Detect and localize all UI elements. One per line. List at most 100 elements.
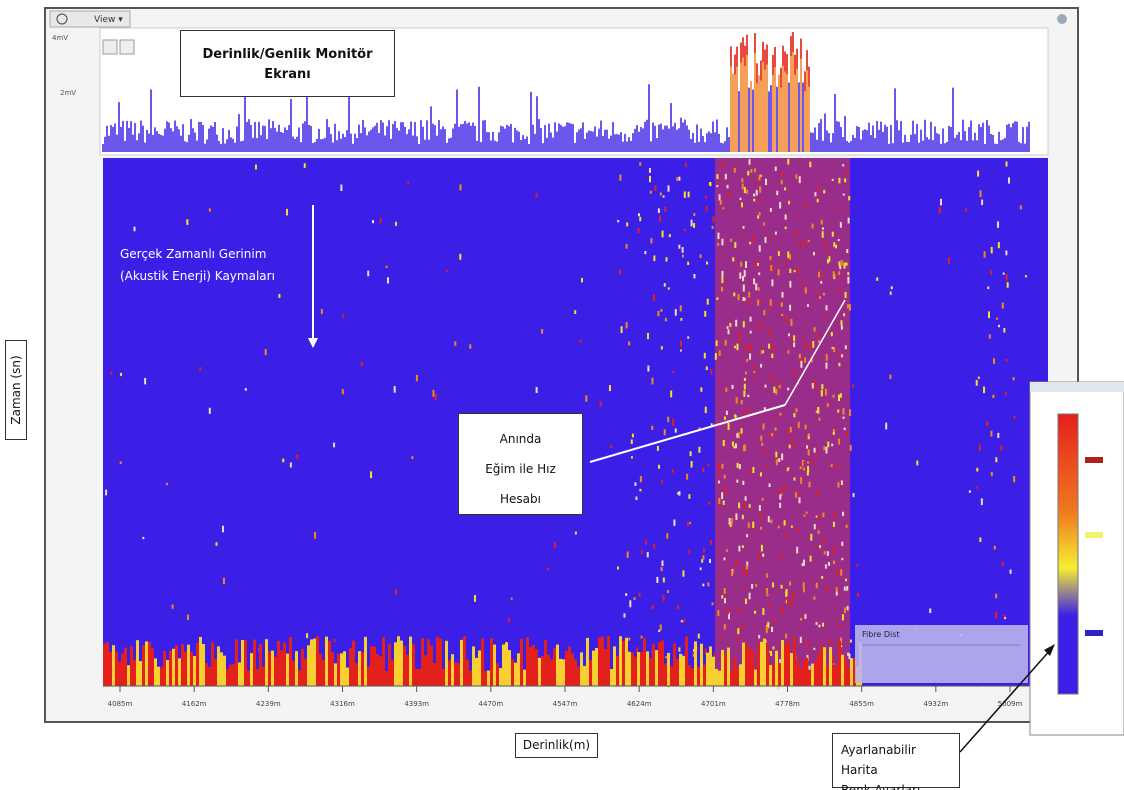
- speck: [844, 178, 846, 182]
- speck: [209, 408, 211, 414]
- speck: [770, 520, 772, 524]
- speck: [585, 395, 587, 401]
- bottom-band: [313, 639, 316, 686]
- speck: [678, 647, 680, 651]
- speck: [779, 202, 781, 209]
- speck: [658, 465, 660, 469]
- speck: [1002, 302, 1004, 308]
- x-tick-label: 4855m: [849, 700, 874, 708]
- speck: [333, 443, 335, 448]
- speck: [746, 565, 748, 570]
- speck: [749, 353, 751, 359]
- bottom-band: [679, 654, 682, 686]
- speck: [779, 413, 781, 416]
- bottom-band: [610, 669, 613, 686]
- speck: [743, 321, 745, 327]
- speck: [781, 585, 783, 589]
- speck: [843, 262, 845, 268]
- reset-button[interactable]: [120, 40, 134, 54]
- speck: [824, 318, 826, 320]
- speck: [209, 208, 211, 211]
- speck: [785, 214, 787, 219]
- bottom-band: [421, 638, 424, 686]
- speck: [749, 242, 751, 244]
- speck: [770, 376, 772, 381]
- speck: [841, 279, 843, 282]
- speck: [976, 380, 978, 386]
- speck: [766, 594, 768, 597]
- bottom-band: [367, 667, 370, 686]
- speck: [223, 578, 225, 584]
- speck: [1005, 392, 1007, 395]
- speck: [750, 344, 752, 349]
- bottom-band: [748, 648, 751, 686]
- speck: [814, 192, 816, 196]
- bottom-band: [811, 664, 814, 686]
- speck: [1000, 445, 1002, 450]
- color-handle[interactable]: [1085, 532, 1103, 538]
- speck: [1006, 161, 1008, 166]
- speck: [772, 266, 774, 270]
- speck: [718, 472, 720, 475]
- bottom-band: [652, 644, 655, 686]
- speck: [675, 309, 677, 316]
- speck: [838, 624, 840, 627]
- color-handle[interactable]: [1085, 457, 1103, 463]
- speck: [1004, 617, 1006, 619]
- zoom-button[interactable]: [103, 40, 117, 54]
- bottom-band: [481, 638, 484, 686]
- speck: [803, 281, 805, 285]
- bottom-band: [157, 667, 160, 686]
- speck: [446, 270, 448, 273]
- speck: [744, 378, 746, 381]
- speck: [215, 542, 217, 546]
- speck: [752, 236, 754, 241]
- bottom-band: [304, 658, 307, 686]
- speck: [822, 275, 824, 278]
- speck: [631, 456, 633, 458]
- speck: [831, 332, 833, 336]
- bottom-band: [406, 655, 409, 686]
- bottom-band: [850, 658, 853, 686]
- help-icon[interactable]: [1057, 14, 1067, 24]
- speck: [795, 230, 797, 236]
- speck: [763, 450, 765, 454]
- speck: [994, 546, 996, 550]
- speck: [741, 400, 743, 404]
- speck: [709, 559, 711, 563]
- bottom-band: [268, 651, 271, 686]
- speck: [781, 453, 783, 460]
- speck: [701, 559, 703, 563]
- speck: [742, 589, 744, 592]
- speck: [789, 582, 791, 586]
- bottom-band: [808, 670, 811, 686]
- speck: [282, 459, 284, 463]
- speck: [372, 220, 374, 223]
- speck: [846, 432, 848, 436]
- speck: [765, 179, 767, 185]
- color-handle[interactable]: [1085, 630, 1103, 636]
- x-tick-label: 4932m: [924, 700, 949, 708]
- speck: [836, 587, 838, 592]
- speck: [747, 171, 749, 176]
- speck: [641, 636, 643, 639]
- speck: [814, 448, 816, 453]
- speck: [758, 635, 760, 639]
- speck: [628, 341, 630, 345]
- speck: [610, 445, 612, 448]
- speck: [845, 579, 847, 582]
- view-menu[interactable]: View ▾: [94, 15, 123, 25]
- speck: [746, 190, 748, 194]
- speck: [807, 461, 809, 463]
- speck: [682, 255, 684, 258]
- speck: [787, 251, 789, 258]
- speck: [803, 589, 805, 592]
- speck: [822, 231, 824, 238]
- speck: [693, 213, 695, 216]
- speck: [661, 560, 663, 566]
- speck: [508, 618, 510, 622]
- speck: [988, 311, 990, 318]
- speck: [664, 429, 666, 435]
- speck: [698, 447, 700, 453]
- speck: [779, 385, 781, 388]
